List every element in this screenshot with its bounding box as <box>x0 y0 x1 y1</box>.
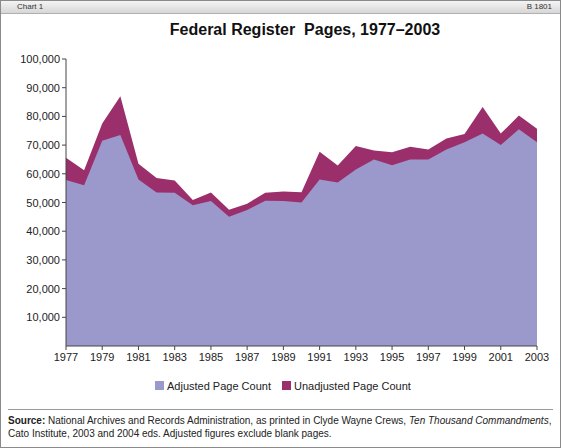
x-tick <box>537 346 538 350</box>
legend-swatch <box>282 381 291 390</box>
y-tick <box>62 259 66 260</box>
source-part: Ten Thousand Commandments <box>409 415 549 426</box>
x-tick <box>283 346 284 350</box>
legend-swatch <box>155 381 164 390</box>
x-tick-label: 1997 <box>416 351 440 363</box>
source-part: National Archives and Records Administra… <box>45 415 409 426</box>
x-tick <box>66 346 67 350</box>
y-tick-label: 90,000 <box>26 82 60 94</box>
x-tick <box>138 346 139 350</box>
area <box>66 96 537 346</box>
x-tick-label: 1979 <box>90 351 114 363</box>
x-tick-label: 1989 <box>271 351 295 363</box>
y-tick-label: 100,000 <box>20 53 60 65</box>
y-tick <box>62 317 66 318</box>
y-tick <box>62 173 66 174</box>
x-tick-label: 1993 <box>344 351 368 363</box>
y-tick <box>62 231 66 232</box>
legend-label: Adjusted Page Count <box>167 380 271 392</box>
x-tick <box>355 346 356 350</box>
y-tick <box>62 87 66 88</box>
x-tick <box>464 346 465 350</box>
y-tick-label: 50,000 <box>26 197 60 209</box>
y-tick-label: 10,000 <box>26 311 60 323</box>
x-tick <box>428 346 429 350</box>
x-tick-label: 1999 <box>452 351 476 363</box>
x-tick-label: 1981 <box>126 351 150 363</box>
y-tick-label: 30,000 <box>26 254 60 266</box>
source-part: Source: <box>8 415 45 426</box>
window-header: Chart 1 B 1801 <box>1 1 560 14</box>
x-tick-label: 2001 <box>489 351 513 363</box>
x-tick <box>102 346 103 350</box>
y-tick-label: 20,000 <box>26 283 60 295</box>
x-tick <box>319 346 320 350</box>
y-tick <box>62 145 66 146</box>
x-tick <box>174 346 175 350</box>
plot-area <box>66 96 537 346</box>
header-right: B 1801 <box>527 2 552 11</box>
y-tick <box>62 59 66 60</box>
x-tick-label: 1977 <box>54 351 78 363</box>
header-left: Chart 1 <box>17 2 43 11</box>
y-tick <box>62 202 66 203</box>
title: Federal Register Pages, 1977–2003 <box>170 21 440 38</box>
x-tick <box>247 346 248 350</box>
x-tick-label: 2003 <box>525 351 549 363</box>
x-tick-label: 1991 <box>307 351 331 363</box>
x-tick-label: 1995 <box>380 351 404 363</box>
x-tick-label: 1985 <box>199 351 223 363</box>
y-tick <box>62 116 66 117</box>
y-tick-label: 60,000 <box>26 168 60 180</box>
x-tick-label: 1987 <box>235 351 259 363</box>
area <box>66 129 537 346</box>
x-tick <box>500 346 501 350</box>
source-note: Source: National Archives and Records Ad… <box>8 409 553 440</box>
x-tick <box>392 346 393 350</box>
y-tick-label: 40,000 <box>26 225 60 237</box>
y-tick-label: 80,000 <box>26 110 60 122</box>
x-tick <box>210 346 211 350</box>
y-tick-label: 70,000 <box>26 139 60 151</box>
legend-label: Unadjusted Page Count <box>294 380 411 392</box>
y-tick <box>62 288 66 289</box>
x-axis <box>66 346 537 347</box>
chart: Federal Register Pages, 1977–2003 10,000 2… <box>0 0 561 405</box>
x-tick-label: 1983 <box>162 351 186 363</box>
